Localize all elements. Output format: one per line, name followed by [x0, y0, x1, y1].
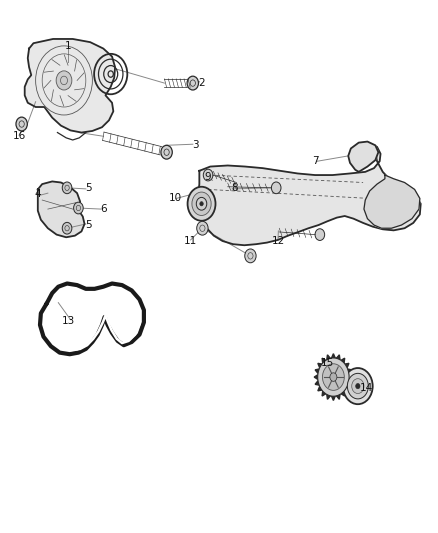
Polygon shape — [322, 358, 326, 363]
Polygon shape — [348, 142, 378, 172]
Polygon shape — [198, 144, 421, 245]
Text: 10: 10 — [169, 193, 182, 204]
Text: 12: 12 — [271, 236, 285, 246]
Text: 9: 9 — [205, 172, 212, 182]
Circle shape — [322, 364, 344, 390]
Polygon shape — [25, 39, 115, 133]
Circle shape — [197, 221, 208, 235]
Polygon shape — [315, 381, 319, 385]
Text: 15: 15 — [321, 358, 334, 368]
Polygon shape — [315, 369, 319, 374]
Text: 13: 13 — [62, 316, 75, 326]
Circle shape — [272, 182, 281, 193]
Polygon shape — [327, 394, 330, 399]
Circle shape — [200, 201, 203, 206]
Text: 5: 5 — [85, 220, 92, 230]
Polygon shape — [341, 391, 345, 396]
Polygon shape — [314, 375, 318, 379]
Polygon shape — [38, 181, 85, 237]
Polygon shape — [345, 386, 349, 391]
Circle shape — [187, 187, 215, 221]
Text: 7: 7 — [312, 156, 318, 166]
Text: 11: 11 — [184, 236, 197, 246]
Polygon shape — [345, 364, 349, 368]
Polygon shape — [332, 354, 335, 358]
Circle shape — [318, 358, 349, 396]
Polygon shape — [364, 175, 420, 228]
Circle shape — [192, 192, 211, 215]
Circle shape — [245, 249, 256, 263]
Circle shape — [330, 373, 337, 381]
Circle shape — [62, 182, 72, 193]
Text: 1: 1 — [65, 41, 72, 51]
Text: 16: 16 — [12, 131, 26, 141]
Polygon shape — [327, 355, 330, 360]
Circle shape — [347, 373, 368, 399]
Polygon shape — [348, 369, 352, 374]
Text: 14: 14 — [360, 383, 373, 393]
Circle shape — [196, 197, 207, 210]
Circle shape — [343, 368, 373, 404]
Circle shape — [187, 76, 198, 90]
Circle shape — [16, 117, 27, 131]
Polygon shape — [341, 358, 345, 363]
Polygon shape — [318, 386, 322, 391]
Text: 2: 2 — [198, 78, 205, 88]
Circle shape — [352, 378, 364, 393]
Polygon shape — [336, 394, 340, 399]
Circle shape — [203, 169, 213, 181]
Text: 3: 3 — [192, 140, 198, 150]
Circle shape — [56, 71, 72, 90]
Polygon shape — [318, 364, 322, 368]
Circle shape — [74, 202, 83, 214]
Text: 8: 8 — [231, 183, 237, 193]
Circle shape — [356, 383, 360, 389]
Polygon shape — [332, 396, 335, 400]
Text: 6: 6 — [100, 204, 106, 214]
Polygon shape — [322, 391, 326, 396]
Polygon shape — [336, 355, 340, 360]
Text: 5: 5 — [85, 183, 92, 193]
Circle shape — [315, 229, 325, 240]
Polygon shape — [349, 375, 353, 379]
Polygon shape — [348, 381, 352, 385]
Circle shape — [161, 146, 172, 159]
Circle shape — [62, 222, 72, 234]
Text: 4: 4 — [35, 189, 41, 199]
